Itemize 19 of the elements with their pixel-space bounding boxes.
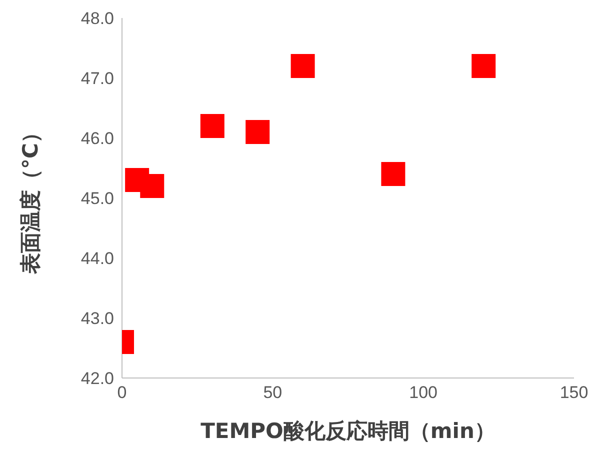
- point: [381, 162, 406, 186]
- point: [246, 120, 270, 144]
- x-tick-label: 100: [409, 383, 438, 402]
- y-tick-label: 46.0: [80, 129, 114, 148]
- x-tick-label: 0: [117, 383, 127, 402]
- y-tick-label: 45.0: [80, 189, 114, 208]
- x-tick-label: 50: [263, 383, 282, 402]
- y-tick-label: 43.0: [80, 309, 114, 328]
- x-tick-label: 150: [560, 383, 588, 402]
- point: [200, 114, 224, 138]
- point: [140, 174, 164, 198]
- y-tick-label: 44.0: [80, 249, 114, 268]
- y-tick-label: 48.0: [80, 9, 114, 28]
- point: [472, 54, 496, 78]
- point: [290, 54, 315, 78]
- y-tick-label: 42.0: [80, 369, 114, 388]
- y-tick-label: 47.0: [80, 69, 114, 88]
- y-axis-title: 表面温度（°C）: [18, 122, 42, 275]
- x-axis-title: TEMPO酸化反応時間（min）: [200, 419, 496, 443]
